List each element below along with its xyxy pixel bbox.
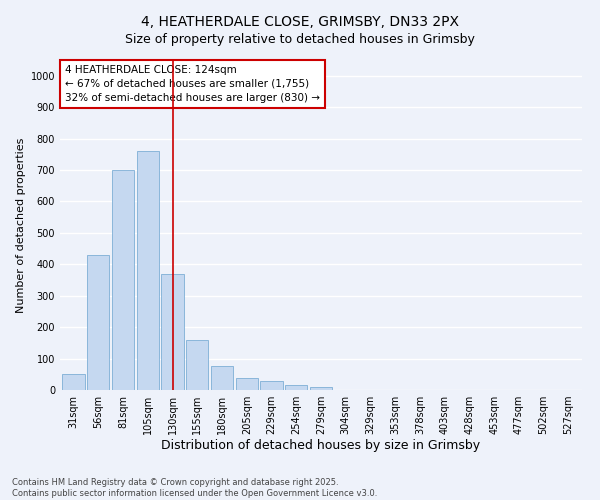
Bar bbox=[285, 386, 307, 390]
Bar bbox=[62, 374, 85, 390]
Bar bbox=[211, 366, 233, 390]
Bar bbox=[87, 255, 109, 390]
Bar bbox=[137, 151, 159, 390]
Text: Contains HM Land Registry data © Crown copyright and database right 2025.
Contai: Contains HM Land Registry data © Crown c… bbox=[12, 478, 377, 498]
Bar bbox=[112, 170, 134, 390]
Bar bbox=[161, 274, 184, 390]
Text: 4, HEATHERDALE CLOSE, GRIMSBY, DN33 2PX: 4, HEATHERDALE CLOSE, GRIMSBY, DN33 2PX bbox=[141, 15, 459, 29]
Bar bbox=[236, 378, 258, 390]
Bar bbox=[186, 340, 208, 390]
Bar bbox=[310, 387, 332, 390]
X-axis label: Distribution of detached houses by size in Grimsby: Distribution of detached houses by size … bbox=[161, 438, 481, 452]
Text: 4 HEATHERDALE CLOSE: 124sqm
← 67% of detached houses are smaller (1,755)
32% of : 4 HEATHERDALE CLOSE: 124sqm ← 67% of det… bbox=[65, 65, 320, 103]
Y-axis label: Number of detached properties: Number of detached properties bbox=[16, 138, 26, 312]
Text: Size of property relative to detached houses in Grimsby: Size of property relative to detached ho… bbox=[125, 32, 475, 46]
Bar bbox=[260, 380, 283, 390]
